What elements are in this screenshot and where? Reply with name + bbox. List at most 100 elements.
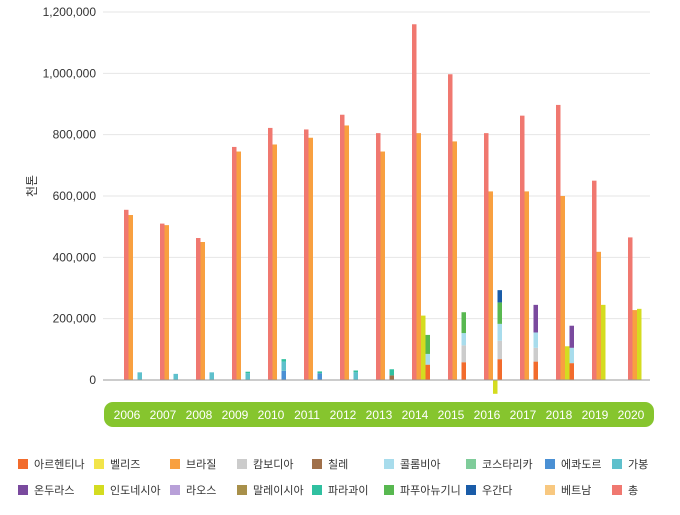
x-tick-label: 2009: [222, 408, 249, 422]
bar-segment: [569, 325, 574, 348]
legend-label: 우간다: [482, 484, 512, 497]
legend-swatch: [384, 485, 394, 495]
bar-segment: [317, 373, 322, 380]
bar-segment: [533, 304, 538, 333]
bar-indonesia: [421, 315, 426, 380]
bar-total: [520, 115, 525, 381]
legend-swatch: [170, 459, 180, 469]
y-tick-label: 1,200,000: [43, 5, 97, 19]
bar-segment: [137, 372, 142, 380]
legend-swatch: [312, 485, 322, 495]
legend-label: 파푸아뉴기니: [400, 484, 461, 497]
bar-brazil: [560, 196, 565, 380]
x-tick-label: 2016: [474, 408, 501, 422]
x-tick-label: 2019: [582, 408, 609, 422]
bar-segment: [461, 333, 466, 346]
bar-segment: [353, 370, 358, 373]
bar-total: [340, 114, 345, 380]
bar-brazil: [632, 310, 637, 380]
bar-brazil: [236, 151, 241, 380]
bar-segment: [245, 373, 250, 380]
bar-brazil: [452, 141, 457, 380]
bar-total: [124, 209, 129, 380]
bar-brazil: [128, 215, 133, 380]
y-tick-label: 1,000,000: [43, 66, 97, 80]
x-axis-band: [104, 402, 654, 427]
legend-label: 칠레: [328, 458, 348, 471]
legend-label: 인도네시아: [110, 484, 161, 497]
bar-segment: [461, 312, 466, 334]
bar-total: [412, 24, 417, 381]
legend-swatch: [545, 459, 555, 469]
legend-label: 벨리즈: [110, 458, 140, 471]
legend-label: 캄보디아: [253, 458, 293, 471]
y-tick-label: 800,000: [53, 128, 97, 142]
y-tick-label: 200,000: [53, 312, 97, 326]
bar-segment: [569, 363, 574, 380]
legend-swatch: [612, 485, 622, 495]
legend-swatch: [312, 459, 322, 469]
x-tick-label: 2014: [402, 408, 429, 422]
bar-brazil: [524, 191, 529, 380]
legend-swatch: [237, 485, 247, 495]
bar-segment: [389, 369, 394, 376]
bar-total: [592, 180, 597, 380]
bar-brazil: [308, 137, 313, 380]
bar-brazil: [344, 125, 349, 380]
legend-label: 총: [628, 484, 638, 497]
bar-total: [448, 74, 453, 381]
legend-swatch: [384, 459, 394, 469]
legend-swatch: [466, 485, 476, 495]
legend-label: 에콰도르: [561, 458, 601, 471]
bar-indonesia: [601, 304, 606, 380]
bar-total: [484, 133, 489, 380]
bar-brazil: [596, 251, 601, 380]
bar-segment: [425, 334, 430, 354]
bar-segment: [461, 362, 466, 380]
x-tick-label: 2013: [366, 408, 393, 422]
bar-brazil: [416, 133, 421, 380]
bar-segment: [353, 372, 358, 380]
y-tick-label: 0: [89, 373, 96, 387]
bar-brazil: [272, 144, 277, 380]
legend-label: 아르헨티나: [34, 458, 85, 471]
bar-segment: [281, 361, 286, 371]
bar-total: [628, 237, 633, 380]
bar-segment: [497, 359, 502, 380]
legend-label: 말레이시아: [253, 484, 304, 497]
x-tick-label: 2010: [258, 408, 285, 422]
legend-swatch: [18, 459, 28, 469]
bar-segment: [281, 370, 286, 380]
x-tick-label: 2011: [294, 408, 320, 422]
bar-brazil: [488, 191, 493, 380]
bar-total: [160, 223, 165, 380]
legend-swatch: [612, 459, 622, 469]
y-tick-label: 600,000: [53, 189, 97, 203]
x-tick-label: 2018: [546, 408, 573, 422]
bar-segment: [461, 345, 466, 363]
bar-segment: [497, 340, 502, 360]
x-tick-label: 2006: [114, 408, 141, 422]
legend-label: 가봉: [628, 458, 648, 471]
legend-label: 브라질: [186, 458, 216, 471]
bar-total: [376, 133, 381, 380]
bar-total: [232, 146, 237, 380]
bar-segment: [533, 332, 538, 348]
legend-swatch: [170, 485, 180, 495]
legend-label: 라오스: [186, 484, 216, 497]
bar-segment: [317, 371, 322, 374]
y-axis: 0 200,000 400,000 600,000 800,000 1,000,000 1,…: [43, 5, 97, 387]
y-axis-label: 천톤: [24, 175, 39, 197]
x-tick-label: 2017: [510, 408, 537, 422]
bar-total: [196, 238, 201, 380]
bar-indonesia: [493, 380, 498, 394]
legend-swatch: [94, 485, 104, 495]
bar-segment: [245, 371, 250, 374]
bar-total: [556, 104, 561, 381]
bar-segment: [497, 323, 502, 341]
bar-indonesia: [565, 346, 570, 380]
x-axis: 2006 2007 2008 2009 2010 2011 2012 2013 2014 2015…: [114, 408, 645, 422]
bar-segment: [209, 372, 214, 380]
